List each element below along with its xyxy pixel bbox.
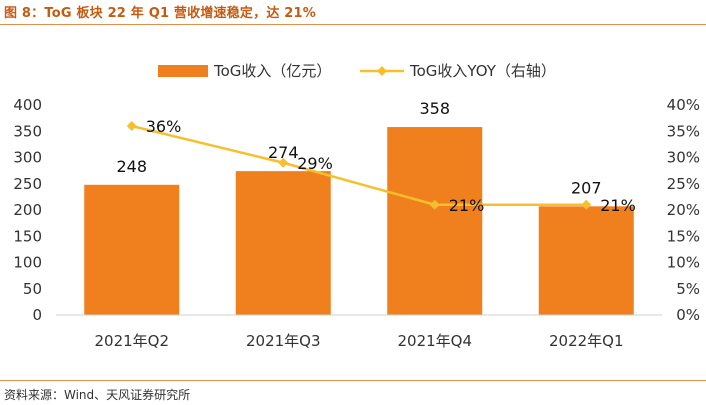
category-label: 2021年Q2: [94, 332, 169, 350]
left-tick-label: 50: [23, 280, 42, 298]
left-tick-label: 200: [13, 201, 42, 219]
bar-data-labels: 248 274 358 207: [116, 99, 601, 197]
legend-bar-label: ToG收入（亿元）: [213, 62, 331, 80]
bar-value-label: 274: [268, 143, 299, 162]
right-tick-label: 10%: [667, 254, 700, 272]
yoy-line-path: [131, 124, 587, 206]
right-tick-label: 20%: [667, 201, 700, 219]
bar-value-label: 358: [419, 99, 450, 118]
left-tick-label: 350: [13, 122, 42, 140]
bar: [84, 184, 180, 315]
left-tick-label: 250: [13, 175, 42, 193]
left-axis-ticks: 0 50 100 150 200 250 300 350 400: [13, 96, 42, 324]
category-label: 2021年Q3: [246, 332, 321, 350]
legend-line-marker: [377, 66, 387, 76]
left-tick-label: 300: [13, 149, 42, 167]
category-label: 2022年Q1: [549, 332, 624, 350]
bar-value-label: 248: [116, 157, 147, 176]
bar: [235, 171, 331, 315]
yoy-value-label: 21%: [600, 196, 636, 215]
left-tick-label: 100: [13, 254, 42, 272]
legend-bar-swatch: [158, 65, 208, 77]
right-tick-label: 5%: [676, 280, 700, 298]
yoy-marker: [278, 157, 289, 168]
right-axis-ticks: 0% 5% 10% 15% 20% 25% 30% 35% 40%: [667, 96, 700, 324]
right-tick-label: 30%: [667, 149, 700, 167]
bars: [84, 127, 634, 315]
right-tick-label: 35%: [667, 122, 700, 140]
right-tick-label: 15%: [667, 227, 700, 245]
category-labels: 2021年Q2 2021年Q3 2021年Q4 2022年Q1: [94, 332, 623, 350]
right-tick-label: 0%: [676, 306, 700, 324]
footer-rule: [0, 380, 706, 381]
yoy-value-label: 36%: [146, 117, 182, 136]
legend-line-label: ToG收入YOY（右轴）: [409, 62, 556, 80]
right-tick-label: 25%: [667, 175, 700, 193]
left-tick-label: 0: [32, 306, 42, 324]
left-tick-label: 400: [13, 96, 42, 114]
yoy-value-label: 29%: [297, 154, 333, 173]
title-rule: [0, 24, 706, 25]
right-tick-label: 40%: [667, 96, 700, 114]
yoy-marker: [429, 199, 440, 210]
yoy-marker: [581, 199, 592, 210]
left-tick-label: 150: [13, 227, 42, 245]
yoy-line: [126, 121, 592, 210]
figure-title: 图 8：ToG 板块 22 年 Q1 营收增速稳定，达 21%: [4, 6, 316, 21]
bar-value-label: 207: [571, 178, 602, 197]
bar: [387, 127, 483, 315]
yoy-value-label: 21%: [449, 196, 485, 215]
chart: ToG收入（亿元） ToG收入YOY（右轴） 0 50 100 150 200 250 30…: [13, 62, 700, 350]
legend: ToG收入（亿元） ToG收入YOY（右轴）: [158, 62, 556, 80]
yoy-marker: [126, 121, 137, 131]
bar: [538, 206, 634, 315]
category-label: 2021年Q4: [397, 332, 472, 350]
source-note: 资料来源：Wind、天风证券研究所: [4, 388, 191, 402]
line-data-labels: 36% 29% 21% 21%: [146, 117, 636, 215]
